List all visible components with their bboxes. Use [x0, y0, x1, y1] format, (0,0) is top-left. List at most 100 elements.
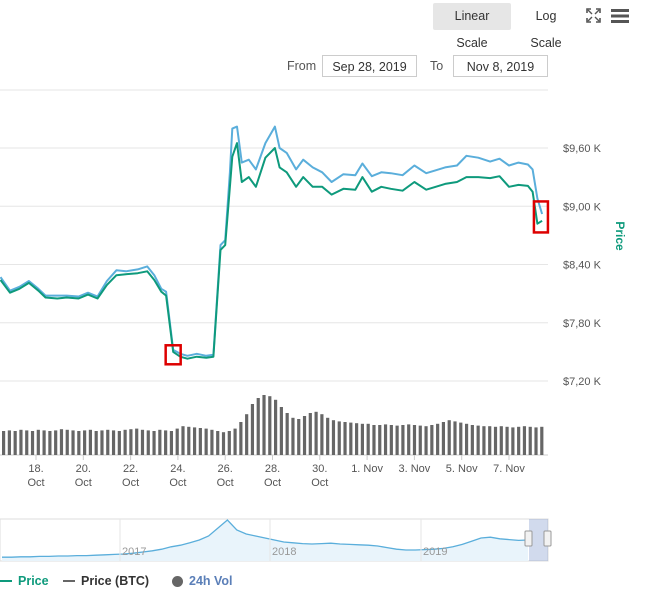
volume-bar: [517, 426, 521, 455]
x-tick-month: Oct: [311, 477, 328, 489]
volume-bar: [77, 431, 81, 455]
volume-bar: [499, 426, 503, 455]
legend-label: 24h Vol: [189, 574, 233, 588]
volume-bar: [470, 425, 474, 455]
volume-bar: [291, 417, 295, 455]
volume-bar: [372, 425, 376, 455]
y-tick-label: $7,20 K: [563, 376, 602, 388]
volume-bar: [106, 429, 110, 455]
volume-bar: [279, 407, 283, 455]
volume-bar: [83, 430, 87, 455]
volume-bar: [285, 413, 289, 455]
volume-bar: [181, 426, 185, 455]
volume-bar: [146, 430, 150, 455]
navigator-selection: [529, 519, 548, 561]
x-tick-label: 1. Nov: [351, 463, 383, 475]
volume-bar: [534, 427, 538, 455]
volume-bar: [268, 396, 272, 455]
to-date-input[interactable]: Nov 8, 2019: [453, 55, 548, 77]
volume-bar: [308, 413, 312, 455]
navigator-handle-left[interactable]: [524, 530, 533, 547]
y-axis: $9,60 K $9,00 K $8,40 K $7,80 K $7,20 K Price: [563, 143, 627, 388]
volume-bar: [111, 430, 116, 455]
y-axis-title: Price: [613, 221, 627, 251]
volume-bar: [198, 428, 202, 455]
volume-bar: [256, 398, 260, 455]
x-tick-month: Oct: [264, 477, 281, 489]
volume-bar: [320, 414, 324, 455]
volume-bar: [19, 429, 23, 455]
volume-bar: [210, 429, 214, 455]
x-tick-label: 5. Nov: [446, 463, 478, 475]
volume-bar: [528, 426, 532, 455]
highlight-markers: [164, 200, 550, 366]
volume-bar: [100, 430, 104, 455]
volume-bar: [482, 426, 486, 455]
volume-bar: [337, 421, 341, 455]
log-scale-button[interactable]: Log Scale: [530, 9, 562, 50]
volume-bar: [297, 419, 301, 455]
x-tick-month: Oct: [122, 477, 139, 489]
x-tick-label: 26.: [218, 463, 233, 475]
from-date-input[interactable]: Sep 28, 2019: [322, 55, 417, 77]
volume-bar: [366, 423, 370, 455]
volume-bar: [227, 431, 231, 455]
volume-bar: [65, 429, 69, 455]
volume-bar: [383, 424, 388, 455]
volume-bar: [464, 423, 469, 455]
legend-item-24h-vol[interactable]: 24h Vol: [172, 574, 233, 588]
x-tick-month: Oct: [217, 477, 234, 489]
price-line: [0, 142, 543, 360]
legend-swatch: [63, 580, 75, 582]
volume-bar: [54, 430, 58, 455]
linear-scale-button[interactable]: Linear Scale: [433, 3, 511, 50]
navigator-handle-right[interactable]: [543, 530, 552, 547]
navigator-line: [2, 519, 529, 558]
volume-bar: [30, 431, 35, 455]
volume-bar: [25, 430, 29, 455]
price-btc-line: [0, 125, 544, 357]
volume-bar: [36, 429, 40, 455]
volume-bar: [158, 429, 162, 455]
legend-item-price[interactable]: Price: [0, 574, 49, 588]
y-tick-label: $9,00 K: [563, 201, 602, 213]
navigator-year-label: 2019: [423, 546, 447, 558]
highlight-box: [164, 344, 182, 366]
volume-bar: [204, 428, 208, 455]
hamburger-menu-icon[interactable]: [611, 8, 629, 24]
x-tick-month: Oct: [169, 477, 186, 489]
legend-label: Price (BTC): [81, 574, 150, 588]
x-tick-label: 30.: [312, 463, 327, 475]
volume-bar: [164, 430, 168, 455]
volume-bar: [152, 431, 156, 455]
volume-bar: [117, 431, 121, 455]
volume-bar: [331, 420, 336, 455]
x-tick-month: Oct: [27, 477, 44, 489]
fullscreen-icon[interactable]: [586, 8, 601, 23]
volume-bar: [245, 414, 249, 455]
volume-bar: [424, 426, 428, 455]
volume-bar: [355, 423, 359, 455]
volume-bar: [169, 431, 174, 455]
navigator: 2017 2018 2019: [0, 518, 552, 562]
x-tick-month: Oct: [75, 477, 92, 489]
volume-bar: [135, 428, 139, 455]
volume-bar: [274, 399, 278, 455]
volume-bar: [360, 423, 364, 455]
volume-bar: [233, 428, 237, 455]
volume-bar: [522, 426, 527, 455]
volume-bar: [42, 430, 46, 455]
y-tick-label: $9,60 K: [563, 143, 602, 155]
x-axis: 18. Oct 20. Oct 22. Oct 24. Oct 26. Oct 28. Oct 30. O…: [27, 455, 525, 489]
volume-bar: [192, 427, 197, 455]
price-chart: $9,60 K $9,00 K $8,40 K $7,80 K $7,20 K Price…: [0, 89, 627, 562]
navigator-area: [2, 520, 528, 561]
volume-bar: [436, 423, 440, 455]
legend-item-price-btc[interactable]: Price (BTC): [63, 574, 149, 588]
volume-bar: [493, 426, 498, 455]
volume-bar: [216, 431, 220, 455]
volume-bar: [94, 431, 98, 455]
volume-bar: [343, 422, 347, 455]
price-series: [0, 125, 544, 360]
volume-bar: [48, 431, 52, 455]
